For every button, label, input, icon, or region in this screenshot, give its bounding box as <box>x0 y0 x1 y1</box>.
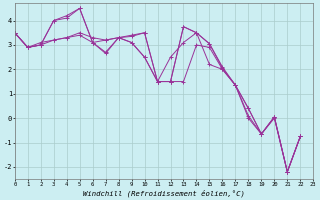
X-axis label: Windchill (Refroidissement éolien,°C): Windchill (Refroidissement éolien,°C) <box>83 189 245 197</box>
